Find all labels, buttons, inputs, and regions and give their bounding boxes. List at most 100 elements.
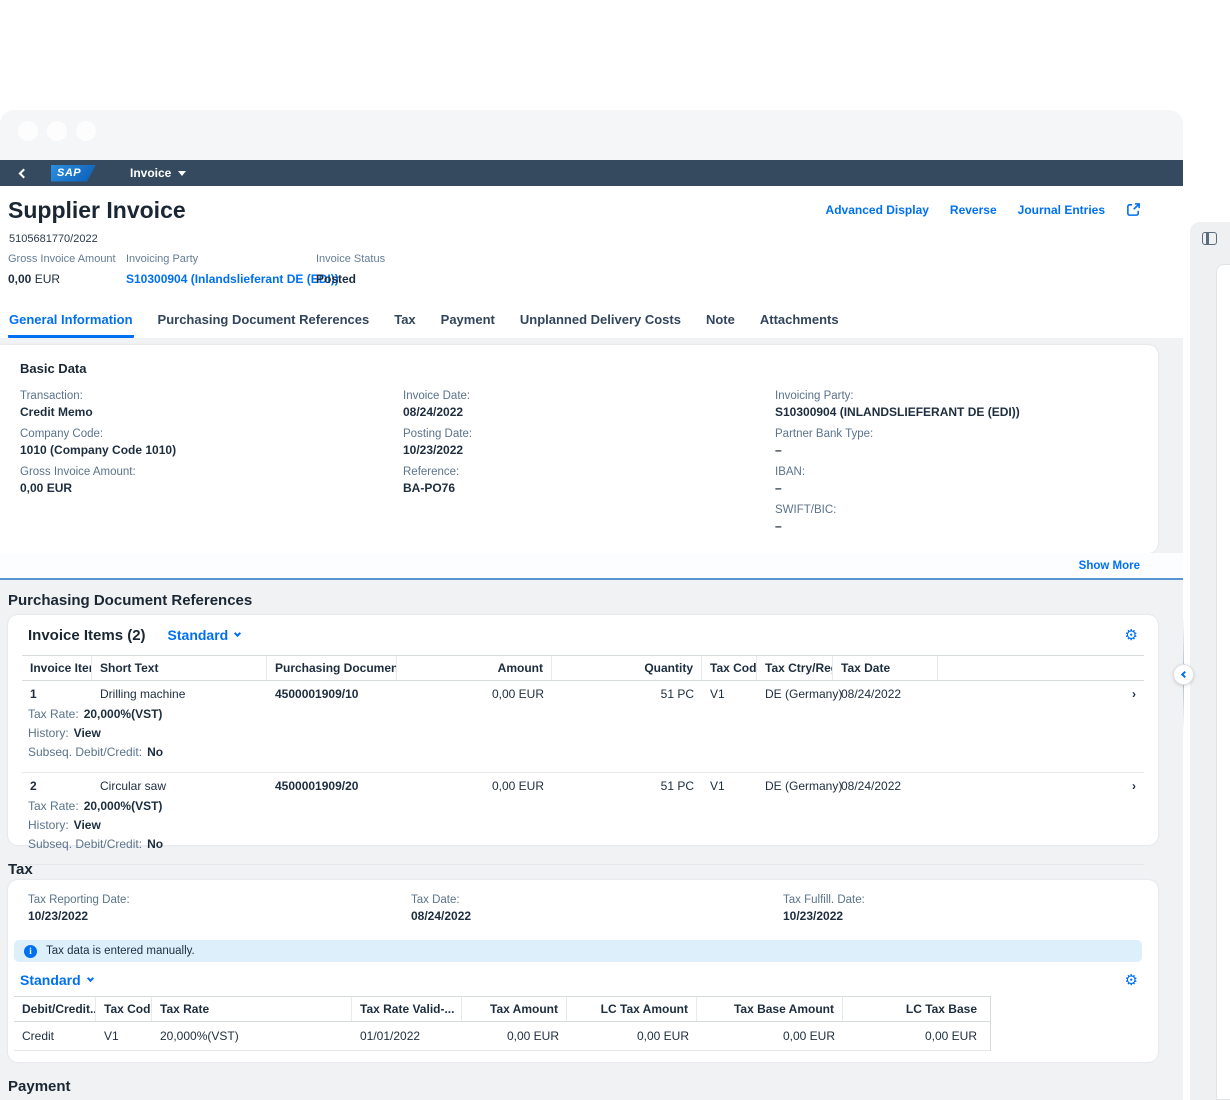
sub-label: Tax Rate:	[28, 799, 79, 813]
history-view-link[interactable]: View	[73, 726, 101, 740]
col-tax-amount: Tax Amount	[462, 997, 567, 1021]
share-icon[interactable]	[1126, 202, 1141, 217]
field-label: Company Code:	[20, 428, 104, 440]
item-history: History: View	[28, 726, 1136, 740]
view-selector[interactable]: Standard	[167, 627, 242, 643]
side-panel-card	[1216, 264, 1230, 1100]
col-tax-ctry: Tax Ctry/Reg.	[757, 656, 833, 680]
field-value: –	[775, 519, 782, 533]
purchasing-document-link[interactable]: 4500001909/10	[275, 687, 359, 701]
field-value: –	[775, 481, 782, 495]
field-reference: Reference: BA-PO76	[403, 466, 775, 495]
kpi-label: Invoicing Party	[126, 253, 199, 265]
show-more-link[interactable]: Show More	[1078, 559, 1140, 572]
chevron-left-icon	[1180, 670, 1189, 679]
app-title-label: Invoice	[130, 166, 172, 180]
tax-fields: Tax Reporting Date: 10/23/2022 Tax Date:…	[16, 894, 1158, 932]
basic-data-title: Basic Data	[20, 361, 87, 376]
field-label: Transaction:	[20, 390, 83, 402]
table-row[interactable]: 2 Circular saw 4500001909/20 0,00 EUR 51…	[22, 773, 1144, 865]
history-view-link[interactable]: View	[73, 818, 101, 832]
split-view-icon[interactable]	[1202, 232, 1217, 245]
sub-value: 20,000%(VST)	[83, 799, 163, 813]
cell-tax-ctry: DE (Germany)	[765, 687, 843, 701]
tab-general-information[interactable]: General Information	[8, 308, 134, 338]
item-history: History: View	[28, 818, 1136, 832]
item-main-row: 1 Drilling machine 4500001909/10 0,00 EU…	[22, 681, 1144, 707]
field-value: 10/23/2022	[783, 909, 844, 923]
cell-tax-ctry: DE (Germany)	[765, 779, 843, 793]
tab-payment[interactable]: Payment	[440, 312, 495, 327]
kpi-invoice-status: Invoice Status Posted	[316, 253, 385, 286]
side-panel	[1190, 222, 1230, 1100]
table-header-row: Debit/Credit... Tax Code Tax Rate Tax Ra…	[14, 996, 990, 1022]
field-value: S10300904 (INLANDSLIEFERANT DE (EDI))	[775, 405, 1020, 419]
journal-entries-button[interactable]: Journal Entries	[1017, 202, 1105, 217]
cell-debit-credit: Credit	[22, 1029, 55, 1043]
col-debit-credit: Debit/Credit...	[14, 997, 96, 1021]
item-tax-rate: Tax Rate: 20,000%(VST)	[28, 799, 1136, 813]
sub-value: No	[147, 837, 164, 851]
row-navigation-chevron[interactable]: ›	[1132, 779, 1136, 793]
field-label: Posting Date:	[403, 428, 473, 440]
settings-icon[interactable]: ⚙	[1124, 625, 1138, 644]
window-dot	[47, 121, 67, 141]
field-label: IBAN:	[775, 466, 806, 478]
chevron-left-icon	[18, 168, 28, 178]
info-message-strip: i Tax data is entered manually.	[14, 940, 1142, 962]
field-value: –	[775, 443, 782, 457]
cell-quantity: 51 PC	[660, 687, 694, 701]
item-details: Tax Rate: 20,000%(VST) History: View Subse…	[22, 799, 1144, 864]
basic-data-card: Basic Data Transaction: Credit Memo Comp…	[0, 345, 1158, 553]
reverse-button[interactable]: Reverse	[949, 202, 997, 217]
invoicing-party-link[interactable]: S10300904 (Inlandslieferant DE (EDI))	[126, 272, 339, 286]
purchasing-document-link[interactable]: 4500001909/20	[275, 779, 359, 793]
sub-label: History:	[28, 726, 69, 740]
col-lc-tax-base: LC Tax Base	[905, 1002, 977, 1016]
item-subseq: Subseq. Debit/Credit: No	[28, 837, 1136, 851]
sub-label: Subseq. Debit/Credit:	[28, 837, 143, 851]
object-id: 5105681770/2022	[9, 233, 98, 245]
info-icon: i	[24, 944, 37, 958]
tab-attachments[interactable]: Attachments	[759, 312, 839, 327]
cell-tax-code: V1	[104, 1029, 119, 1043]
table-row[interactable]: Credit V1 20,000%(VST) 01/01/2022 0,00 E…	[14, 1022, 990, 1051]
tax-toolbar: Standard ⚙	[8, 964, 1158, 996]
view-selector-label: Standard	[20, 972, 81, 988]
view-selector[interactable]: Standard	[20, 972, 94, 988]
cell-tax-rate-valid: 01/01/2022	[360, 1029, 421, 1043]
cell-lc-tax-base: 0,00 EUR	[924, 1029, 977, 1043]
app-title-menu[interactable]: Invoice	[130, 166, 187, 180]
row-navigation-chevron[interactable]: ›	[1132, 687, 1136, 701]
field-invoicing-party: Invoicing Party: S10300904 (INLANDSLIEFE…	[775, 390, 1138, 419]
tab-tax[interactable]: Tax	[394, 312, 416, 327]
basic-data-grid: Transaction: Credit Memo Company Code: 1…	[20, 390, 1138, 542]
field-gross-invoice-amount: Gross Invoice Amount: 0,00 EUR	[20, 466, 403, 495]
tax-card: Tax Reporting Date: 10/23/2022 Tax Date:…	[8, 880, 1158, 1062]
field-label: Gross Invoice Amount:	[20, 466, 136, 478]
field-value: 1010 (Company Code 1010)	[20, 443, 177, 457]
invoice-items-card: Invoice Items (2) Standard ⚙ Invoice Ite…	[8, 615, 1158, 865]
invoice-items-table: Invoice Item Short Text Purchasing Docum…	[22, 655, 1144, 865]
back-button[interactable]	[13, 164, 33, 182]
col-tax-rate: Tax Rate	[152, 997, 352, 1021]
tab-unplanned-delivery-costs[interactable]: Unplanned Delivery Costs	[519, 312, 681, 327]
tab-note[interactable]: Note	[705, 312, 735, 327]
panel-collapse-button[interactable]	[1173, 664, 1194, 685]
settings-icon[interactable]: ⚙	[1124, 970, 1138, 989]
sub-value: No	[147, 745, 164, 759]
col-short-text: Short Text	[92, 656, 267, 680]
tab-purchasing-document-references[interactable]: Purchasing Document References	[157, 312, 370, 327]
advanced-display-button[interactable]: Advanced Display	[825, 202, 929, 217]
col-quantity: Quantity	[552, 656, 702, 680]
cell-tax-base-amount: 0,00 EUR	[782, 1029, 835, 1043]
field-label: Tax Reporting Date:	[28, 894, 130, 906]
sap-logo: SAP	[51, 164, 96, 182]
view-selector-label: Standard	[167, 627, 229, 643]
col-tax-rate-valid: Tax Rate Valid-...	[352, 997, 462, 1021]
table-row[interactable]: 1 Drilling machine 4500001909/10 0,00 EU…	[22, 681, 1144, 773]
field-label: Reference:	[403, 466, 460, 478]
field-swift-bic: SWIFT/BIC: –	[775, 504, 1138, 533]
cell-lc-tax-amount: 0,00 EUR	[636, 1029, 689, 1043]
